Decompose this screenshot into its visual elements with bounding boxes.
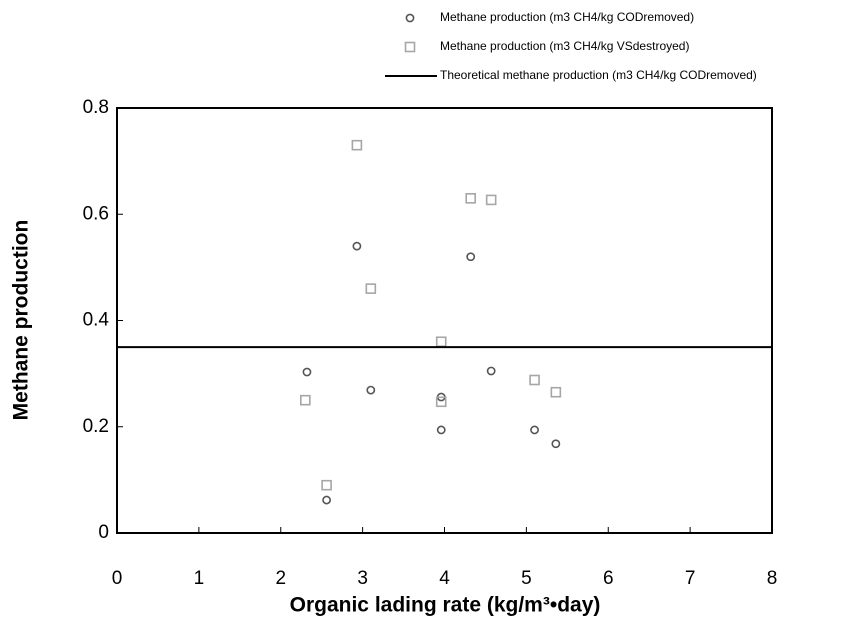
point xyxy=(529,374,540,386)
x-tick-label: 3 xyxy=(357,568,368,589)
point xyxy=(351,139,363,151)
x-tick-label: 2 xyxy=(275,568,286,589)
x-tick-label: 0 xyxy=(112,568,123,589)
x-tick-label: 6 xyxy=(603,568,614,589)
point xyxy=(365,283,377,294)
point xyxy=(322,495,331,505)
point xyxy=(466,252,476,262)
point xyxy=(321,479,332,491)
point xyxy=(366,385,376,395)
x-axis-title: Organic lading rate (kg/m³•day) xyxy=(290,594,601,617)
legend-swatch xyxy=(404,41,416,53)
legend-label: Methane production (m3 CH4/kg VSdestroye… xyxy=(440,39,689,53)
point xyxy=(465,193,477,204)
point xyxy=(550,386,562,398)
legend-swatch xyxy=(405,13,415,23)
point xyxy=(302,367,312,377)
y-tick-label: 0 xyxy=(98,522,109,543)
point xyxy=(530,425,539,435)
x-tick-label: 1 xyxy=(194,568,205,589)
legend-label: Methane production (m3 CH4/kg CODremoved… xyxy=(440,10,694,24)
point xyxy=(486,366,496,376)
point xyxy=(485,194,497,206)
point xyxy=(436,425,446,435)
y-tick-label: 0.2 xyxy=(83,416,109,437)
plot-area xyxy=(116,107,773,534)
x-tick-label: 8 xyxy=(767,568,778,589)
x-tick-label: 5 xyxy=(521,568,532,589)
y-tick-label: 0.8 xyxy=(83,97,109,118)
point xyxy=(300,394,311,406)
point xyxy=(551,439,561,449)
legend-label: Theoretical methane production (m3 CH4/k… xyxy=(440,68,757,82)
y-axis-title: Methane production xyxy=(10,220,33,421)
y-tick-label: 0.4 xyxy=(83,310,110,331)
point xyxy=(435,336,447,348)
x-tick-label: 7 xyxy=(685,568,696,589)
x-tick-label: 4 xyxy=(439,568,450,589)
point xyxy=(352,241,362,251)
y-tick-label: 0.6 xyxy=(83,203,109,224)
point xyxy=(435,396,447,408)
